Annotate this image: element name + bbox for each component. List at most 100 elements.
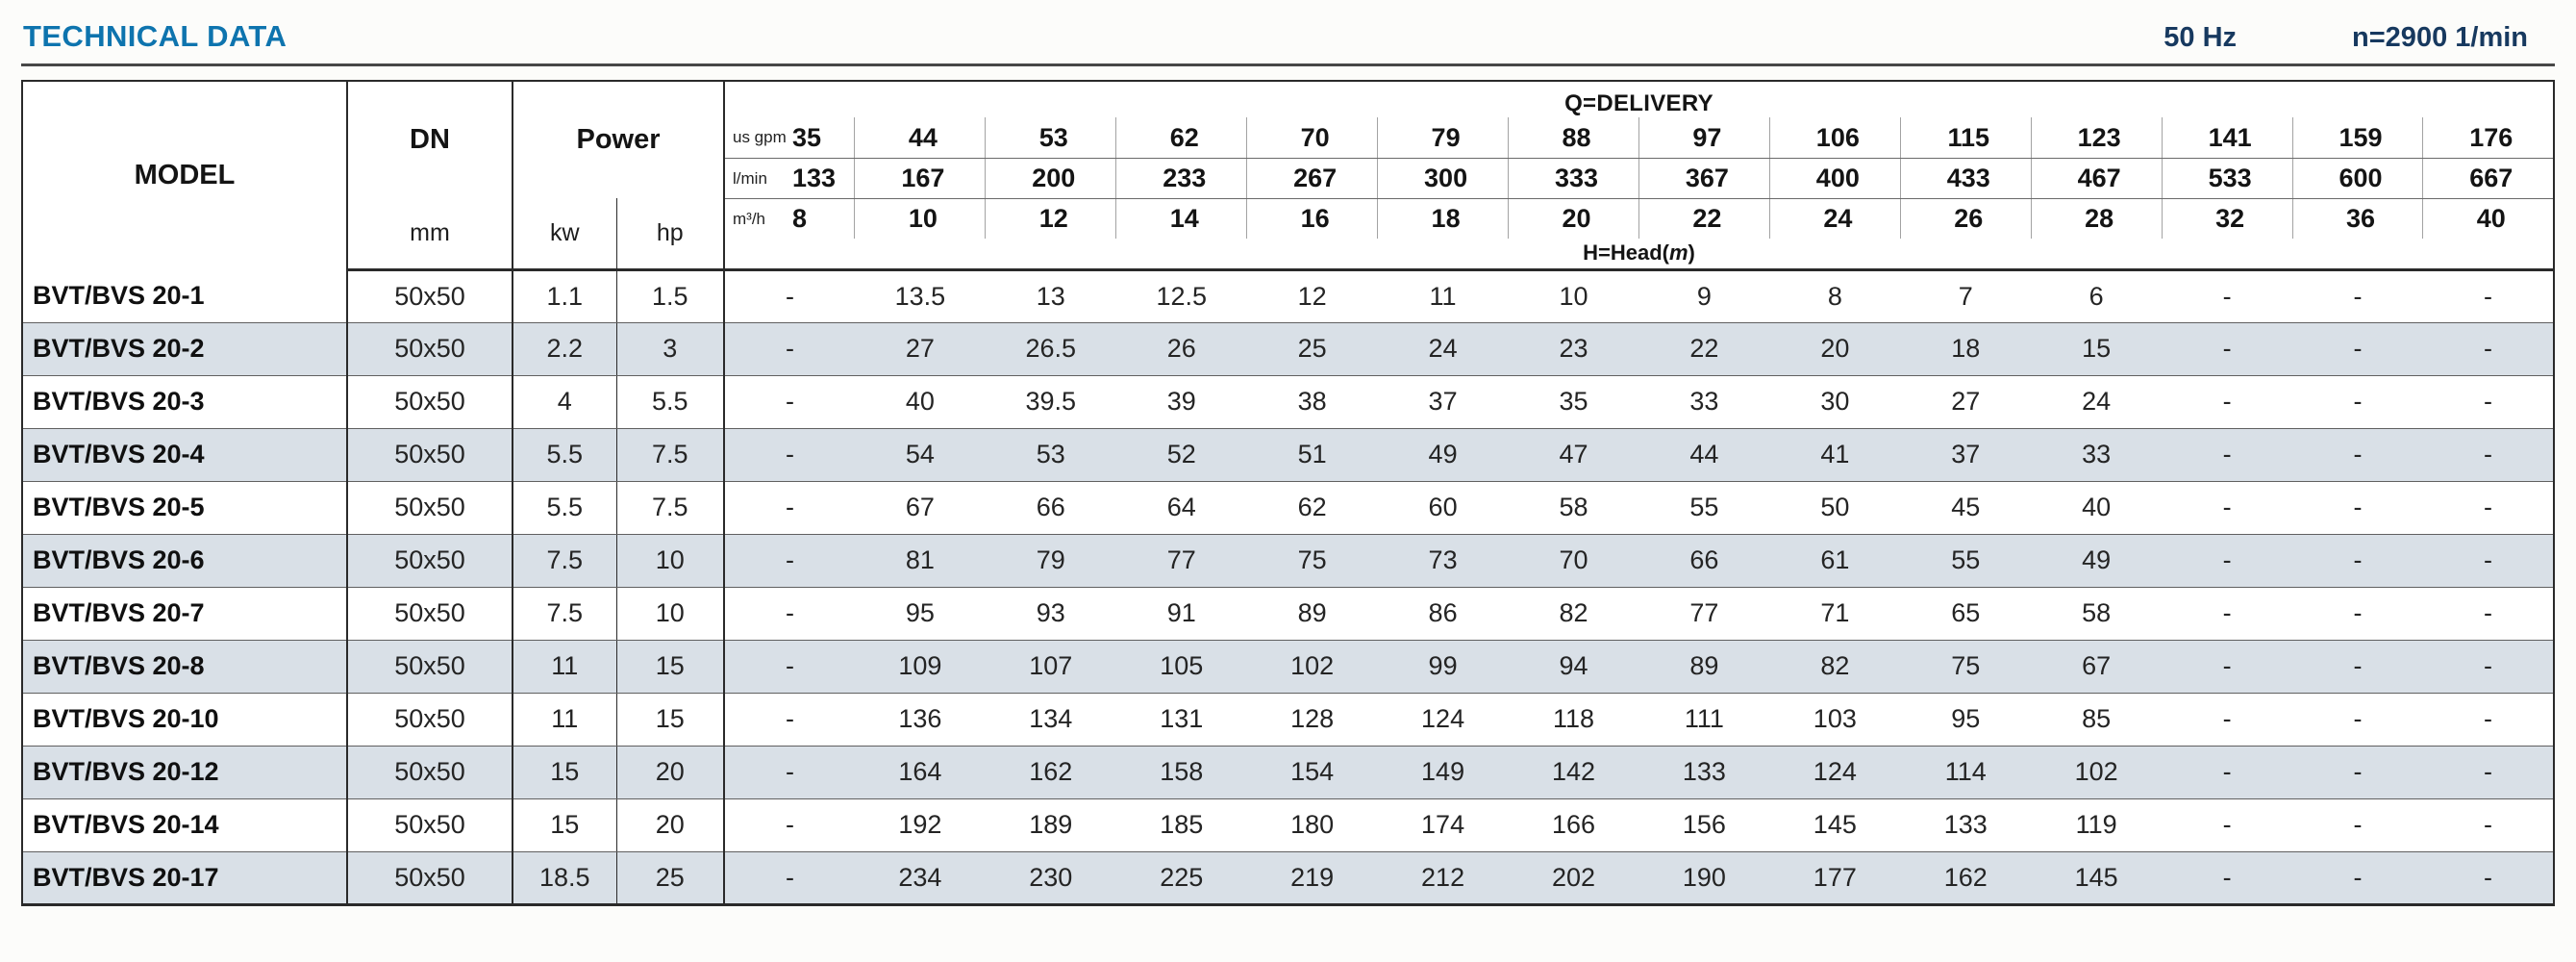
table-row: BVT/BVS 20-6 50x50 7.5 10 -81 79 77 75 73 70 6… (22, 534, 2554, 588)
kw-cell: 15 (513, 798, 617, 852)
kw-unit-label: kw (513, 198, 617, 271)
table-row: BVT/BVS 20-17 50x50 18.5 25 -234 230 225 21… (22, 851, 2554, 905)
dn-cell: 50x50 (347, 798, 513, 852)
unit-value-cell: 70 (1246, 117, 1378, 159)
unit-value-cell: 333 (1508, 158, 1639, 199)
unit-value: 53 (1038, 122, 1068, 152)
table-row: BVT/BVS 20-14 50x50 15 20 -192 189 185 180 1… (22, 798, 2554, 852)
table-body: BVT/BVS 20-1 50x50 1.1 1.5 -13.5 13 12.5 12… (22, 269, 2554, 905)
head-cell: 111 (1638, 693, 1770, 747)
unit-value-cell: 600 (2291, 158, 2423, 199)
head-cell: - (2422, 693, 2554, 747)
head-cell: 54 (854, 428, 986, 482)
head-cell: 24 (2031, 375, 2163, 429)
head-cell: - (724, 746, 855, 799)
kw-cell: 4 (513, 375, 617, 429)
model-cell: BVT/BVS 20-3 (22, 375, 348, 429)
model-cell: BVT/BVS 20-14 (22, 798, 348, 852)
head-cell: 118 (1508, 693, 1639, 747)
head-cell: 66 (1638, 534, 1770, 588)
head-cell: - (2422, 481, 2554, 535)
head-cell: 7 (1900, 269, 2032, 323)
unit-value: 26 (1954, 204, 1984, 234)
unit-value: 88 (1562, 122, 1591, 152)
head-cell: 40 (854, 375, 986, 429)
head-cell: 136 (854, 693, 986, 747)
dn-header: DN (347, 81, 513, 198)
head-cell: 62 (1246, 481, 1378, 535)
unit-value: 97 (1692, 122, 1722, 152)
unit-value: 32 (2215, 204, 2245, 234)
dn-cell: 50x50 (347, 481, 513, 535)
unit-value: 167 (901, 164, 945, 193)
head-cell: 174 (1377, 798, 1509, 852)
table-row: BVT/BVS 20-1 50x50 1.1 1.5 -13.5 13 12.5 12… (22, 269, 2554, 323)
head-cell: - (2162, 587, 2293, 641)
head-cell: - (2422, 640, 2554, 694)
head-cell: 53 (985, 428, 1116, 482)
head-cell: 38 (1246, 375, 1378, 429)
head-cell: 73 (1377, 534, 1509, 588)
head-cell: 75 (1900, 640, 2032, 694)
unit-value: 62 (1169, 122, 1199, 152)
unit-value: 36 (2346, 204, 2376, 234)
head-cell: - (2162, 269, 2293, 323)
table-row: BVT/BVS 20-7 50x50 7.5 10 -95 93 91 89 86 82 7… (22, 587, 2554, 641)
unit-value: 367 (1685, 164, 1729, 193)
head-cell: 44 (1638, 428, 1770, 482)
unit-label: m³/h (733, 209, 765, 228)
kw-cell: 5.5 (513, 428, 617, 482)
head-cell: 77 (1638, 587, 1770, 641)
unit-value: 123 (2077, 122, 2121, 152)
unit-value-cell: 32 (2161, 198, 2293, 239)
unit-value-cell: 141 (2161, 117, 2293, 159)
unit-value-cell: 267 (1246, 158, 1378, 199)
head-cell: - (724, 375, 855, 429)
unit-value-cell: 467 (2030, 158, 2163, 199)
power-header: Power (513, 81, 725, 198)
head-cell: 91 (1115, 587, 1247, 641)
table-row: BVT/BVS 20-3 50x50 4 5.5 -40 39.5 39 38 37 35… (22, 375, 2554, 429)
model-cell: BVT/BVS 20-5 (22, 481, 348, 535)
head-cell: 234 (854, 851, 986, 905)
head-cell: 27 (854, 322, 986, 376)
model-cell: BVT/BVS 20-12 (22, 746, 348, 799)
spec-values: 50 Hz n=2900 1/min (2163, 22, 2545, 54)
head-cell: - (2422, 587, 2554, 641)
head-cell: 55 (1638, 481, 1770, 535)
head-cell: 142 (1508, 746, 1639, 799)
head-cell: 23 (1508, 322, 1639, 376)
unit-value: 14 (1169, 204, 1199, 234)
head-cell: 180 (1246, 798, 1378, 852)
head-cell: 61 (1769, 534, 1901, 588)
head-cell: 26 (1115, 322, 1247, 376)
unit-value-cell: 106 (1768, 117, 1901, 159)
hp-cell: 15 (616, 693, 725, 747)
head-cell: 219 (1246, 851, 1378, 905)
table-row: BVT/BVS 20-12 50x50 15 20 -164 162 158 154 1… (22, 746, 2554, 799)
delivery-title-row: MODEL DN Power Q=DELIVERY (22, 81, 2554, 269)
kw-cell: 11 (513, 640, 617, 694)
head-cell: 20 (1769, 322, 1901, 376)
head-cell: 39.5 (985, 375, 1116, 429)
unit-value-cell: 200 (985, 158, 1116, 199)
head-cell: - (2292, 481, 2423, 535)
head-cell: 103 (1769, 693, 1901, 747)
head-cell: 6 (2031, 269, 2163, 323)
head-cell: 11 (1377, 269, 1509, 323)
model-cell: BVT/BVS 20-1 (22, 269, 348, 323)
m3h-unit-row: mm kw hp m³/h 8 10 12 14 16 18 20 22 24 26 28 32 36 40 (22, 198, 2554, 271)
head-cell: 89 (1246, 587, 1378, 641)
head-cell: 79 (985, 534, 1116, 588)
unit-value: 22 (1692, 204, 1722, 234)
unit-value: 115 (1947, 122, 1990, 152)
head-cell: 24 (1377, 322, 1509, 376)
head-cell: - (2162, 746, 2293, 799)
head-cell: - (2162, 798, 2293, 852)
dn-cell: 50x50 (347, 587, 513, 641)
model-cell: BVT/BVS 20-7 (22, 587, 348, 641)
head-cell: 30 (1769, 375, 1901, 429)
delivery-header: Q=DELIVERY (1564, 90, 1713, 116)
hp-cell: 10 (616, 534, 725, 588)
head-cell: 177 (1769, 851, 1901, 905)
